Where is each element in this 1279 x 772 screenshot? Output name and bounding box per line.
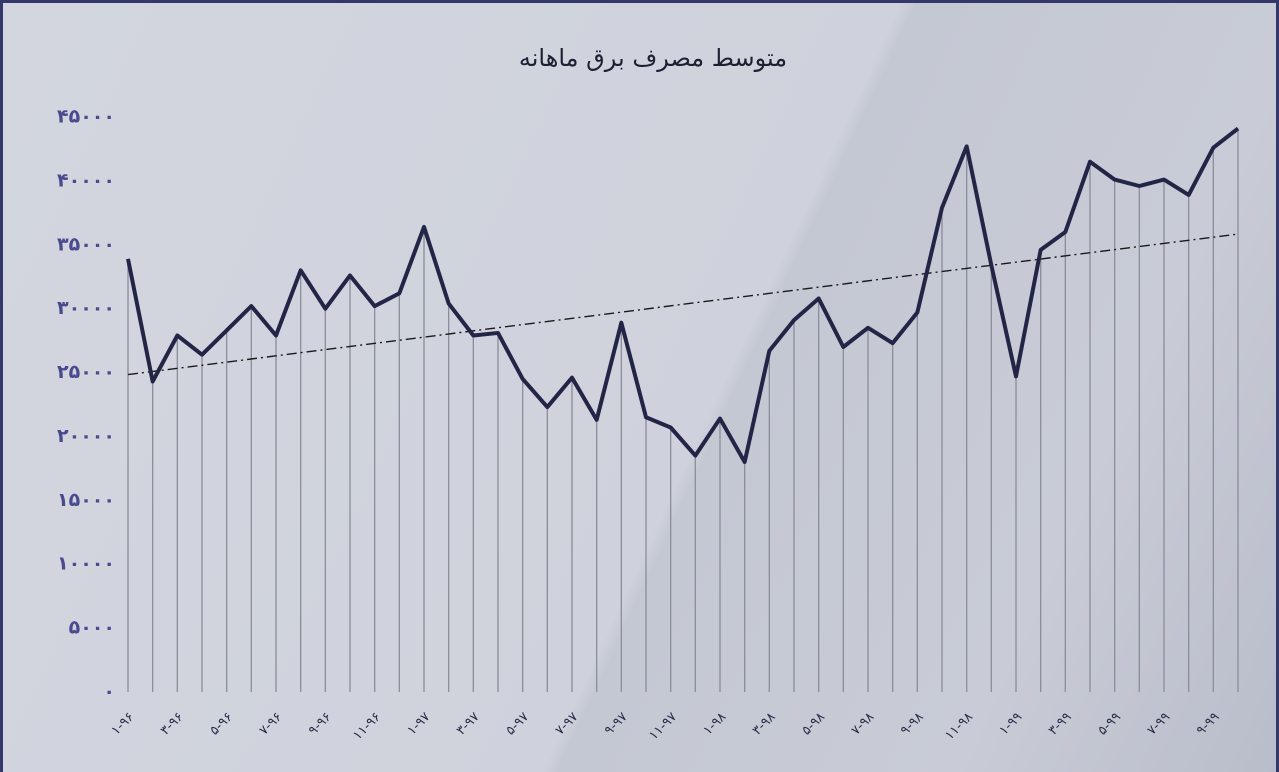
y-tick-label: ۲۰۰۰۰ xyxy=(57,425,115,447)
x-tick-label: ۱-۹۷ xyxy=(405,710,434,739)
y-tick-label: ۰ xyxy=(103,681,115,703)
y-tick-label: ۴۰۰۰۰ xyxy=(57,169,115,191)
x-tick-label: ۱-۹۹ xyxy=(997,710,1026,739)
x-tick-label: ۳-۹۷ xyxy=(454,710,483,739)
y-tick-label: ۵۰۰۰ xyxy=(69,617,115,639)
x-tick-label: ۷-۹۸ xyxy=(849,710,878,739)
x-tick-label: ۱-۹۸ xyxy=(701,710,730,739)
y-tick-label: ۲۵۰۰۰ xyxy=(57,361,115,383)
y-tick-label: ۳۵۰۰۰ xyxy=(57,233,115,255)
x-tick-label: ۳-۹۸ xyxy=(750,710,779,739)
y-tick-label: ۱۵۰۰۰ xyxy=(57,489,115,511)
x-tick-label: ۵-۹۷ xyxy=(503,710,532,739)
x-tick-label: ۱۱-۹۸ xyxy=(942,710,976,744)
x-tick-label: ۹-۹۶ xyxy=(306,710,335,739)
x-tick-label: ۹-۹۸ xyxy=(898,710,927,739)
x-tick-label: ۹-۹۷ xyxy=(602,710,631,739)
x-tick-label: ۱۱-۹۶ xyxy=(350,710,384,744)
x-tick-label: ۷-۹۷ xyxy=(553,710,582,739)
y-tick-label: ۴۵۰۰۰ xyxy=(57,106,115,128)
chart: متوسط مصرف برق ماهانه ۰ ۵۰۰۰ ۱۰۰۰۰ ۱۵۰۰۰ ۲۰۰… xyxy=(57,44,1240,744)
chart-title: متوسط مصرف برق ماهانه xyxy=(519,44,787,72)
x-tick-label: ۵-۹۸ xyxy=(799,710,828,739)
x-tick-label: ۱-۹۶ xyxy=(109,710,138,739)
y-tick-label: ۳۰۰۰۰ xyxy=(57,297,115,319)
data-line xyxy=(126,126,1240,464)
x-tick-label: ۷-۹۹ xyxy=(1145,710,1174,739)
x-tick-label: ۳-۹۶ xyxy=(158,710,187,739)
y-tick-label: ۱۰۰۰۰ xyxy=(57,553,115,575)
x-tick-label: ۷-۹۶ xyxy=(257,710,286,739)
x-tick-label: ۳-۹۹ xyxy=(1046,710,1075,739)
x-tick-label: ۵-۹۹ xyxy=(1095,710,1124,739)
x-tick-label: ۹-۹۹ xyxy=(1194,710,1223,739)
x-tick-label: ۵-۹۶ xyxy=(207,710,236,739)
trendline xyxy=(127,233,1239,376)
x-tick-label: ۱۱-۹۷ xyxy=(646,710,680,744)
